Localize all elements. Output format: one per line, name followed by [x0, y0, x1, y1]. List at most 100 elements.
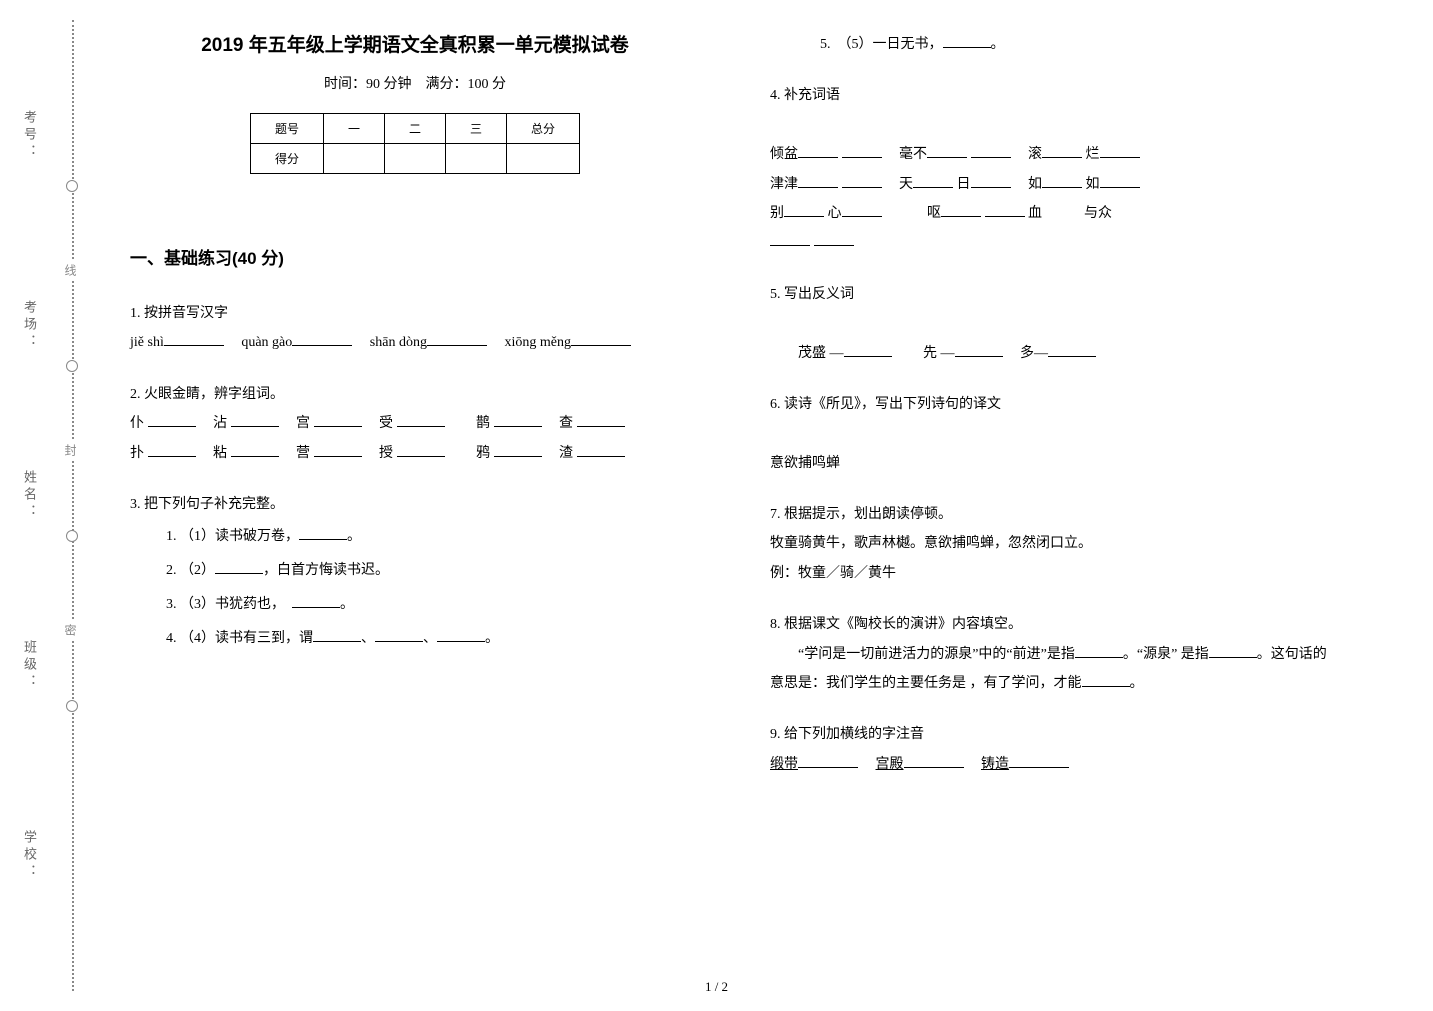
- antonym-label: 多—: [1020, 346, 1048, 361]
- answer-blank[interactable]: [842, 144, 882, 158]
- answer-blank[interactable]: [577, 443, 625, 457]
- idiom-fragment: 别: [770, 206, 784, 221]
- q-number: 5.: [770, 287, 784, 302]
- answer-blank[interactable]: [985, 203, 1025, 217]
- answer-blank[interactable]: [148, 413, 196, 427]
- score-table: 题号 一 二 三 总分 得分: [250, 113, 580, 174]
- question-1: 1. 按拼音写汉字 jiě shì quàn gào shān dòng xiō…: [130, 299, 700, 358]
- answer-blank[interactable]: [1082, 673, 1130, 687]
- binding-label-room: 考场：: [20, 300, 39, 351]
- answer-blank[interactable]: [577, 413, 625, 427]
- answer-blank[interactable]: [427, 332, 487, 346]
- answer-blank[interactable]: [494, 443, 542, 457]
- answer-blank[interactable]: [798, 144, 838, 158]
- char-item: 宫: [296, 416, 310, 431]
- answer-blank[interactable]: [941, 203, 981, 217]
- answer-blank[interactable]: [770, 232, 810, 246]
- answer-blank[interactable]: [571, 332, 631, 346]
- answer-blank[interactable]: [292, 332, 352, 346]
- idiom-fragment: 天: [885, 177, 913, 192]
- cut-circle: [66, 360, 78, 372]
- answer-blank[interactable]: [943, 34, 991, 48]
- seal-char-xian: 线: [62, 260, 79, 280]
- char-item: 授: [379, 446, 393, 461]
- score-th: 三: [446, 114, 507, 144]
- answer-blank[interactable]: [215, 560, 263, 574]
- section-heading-1: 一、基础练习(40 分): [130, 244, 700, 269]
- q-number: 6.: [770, 397, 784, 412]
- answer-blank[interactable]: [971, 144, 1011, 158]
- sub-question: （2），白首方悔读书迟。: [180, 557, 700, 585]
- seal-char-feng: 封: [62, 440, 79, 460]
- pinyin-item: shān dòng: [370, 335, 427, 350]
- q-title: 写出反义词: [784, 287, 854, 302]
- q-title: 按拼音写汉字: [144, 306, 228, 321]
- underlined-word: 宫殿: [876, 757, 904, 772]
- answer-blank[interactable]: [927, 144, 967, 158]
- example-text: 例：牧童／骑／黄牛: [770, 566, 896, 581]
- binding-label-name: 姓名：: [20, 470, 39, 521]
- answer-blank[interactable]: [397, 443, 445, 457]
- answer-blank[interactable]: [798, 754, 858, 768]
- answer-blank[interactable]: [231, 413, 279, 427]
- q-number: 2.: [130, 387, 144, 402]
- answer-blank[interactable]: [1048, 343, 1096, 357]
- answer-blank[interactable]: [299, 526, 347, 540]
- answer-blank[interactable]: [955, 343, 1003, 357]
- answer-blank[interactable]: [1042, 174, 1082, 188]
- char-item: 受: [379, 416, 393, 431]
- answer-blank[interactable]: [1209, 644, 1257, 658]
- answer-blank[interactable]: [313, 628, 361, 642]
- score-th: 题号: [250, 114, 323, 144]
- answer-blank[interactable]: [842, 174, 882, 188]
- answer-blank[interactable]: [1100, 174, 1140, 188]
- answer-blank[interactable]: [814, 232, 854, 246]
- answer-blank[interactable]: [1009, 754, 1069, 768]
- answer-blank[interactable]: [494, 413, 542, 427]
- dotted-cut-line: [72, 20, 74, 991]
- underlined-word: 铸造: [981, 757, 1009, 772]
- answer-blank[interactable]: [844, 343, 892, 357]
- question-5: 5. 写出反义词 茂盛 — 先 — 多—: [770, 280, 1340, 368]
- answer-blank[interactable]: [798, 174, 838, 188]
- answer-blank[interactable]: [231, 443, 279, 457]
- answer-blank[interactable]: [784, 203, 824, 217]
- q-number: 4.: [770, 88, 784, 103]
- underlined-word: 缎带: [770, 757, 798, 772]
- answer-blank[interactable]: [164, 332, 224, 346]
- answer-blank[interactable]: [1042, 144, 1082, 158]
- q-title: 根据提示，划出朗读停顿。: [784, 507, 952, 522]
- antonym-label: 茂盛 —: [798, 346, 844, 361]
- left-column: 2019 年五年级上学期语文全真积累一单元模拟试卷 时间：90 分钟 满分：10…: [90, 0, 730, 1011]
- answer-blank[interactable]: [375, 628, 423, 642]
- answer-blank[interactable]: [913, 174, 953, 188]
- answer-blank[interactable]: [1100, 144, 1140, 158]
- q-title: 给下列加横线的字注音: [784, 727, 924, 742]
- cloze-text: “学问是一切前进活力的源泉”中的“前进”是指: [770, 647, 1075, 662]
- answer-blank[interactable]: [842, 203, 882, 217]
- answer-blank[interactable]: [292, 594, 340, 608]
- idiom-fragment: 血: [1028, 206, 1042, 221]
- idiom-fragment: 津津: [770, 177, 798, 192]
- question-6: 6. 读诗《所见》，写出下列诗句的译文 意欲捕鸣蝉: [770, 390, 1340, 478]
- question-9: 9. 给下列加横线的字注音 缎带 宫殿 铸造: [770, 720, 1340, 779]
- q-number: 8.: [770, 617, 784, 632]
- answer-blank[interactable]: [904, 754, 964, 768]
- answer-blank[interactable]: [148, 443, 196, 457]
- idiom-fragment: 心: [828, 206, 842, 221]
- poem-line: 意欲捕鸣蝉: [770, 456, 840, 471]
- answer-blank[interactable]: [314, 443, 362, 457]
- q-number: 7.: [770, 507, 784, 522]
- score-row-label: 得分: [250, 144, 323, 174]
- poem-text: 牧童骑黄牛，歌声林樾。意欲捕鸣蝉，忽然闭口立。: [770, 536, 1092, 551]
- page-number: 1 / 2: [705, 979, 728, 995]
- answer-blank[interactable]: [437, 628, 485, 642]
- answer-blank[interactable]: [1075, 644, 1123, 658]
- char-item: 查: [559, 416, 573, 431]
- idiom-fragment: 与众: [1042, 206, 1112, 221]
- answer-blank[interactable]: [314, 413, 362, 427]
- score-cell: [384, 144, 445, 174]
- cut-circle: [66, 700, 78, 712]
- answer-blank[interactable]: [971, 174, 1011, 188]
- answer-blank[interactable]: [397, 413, 445, 427]
